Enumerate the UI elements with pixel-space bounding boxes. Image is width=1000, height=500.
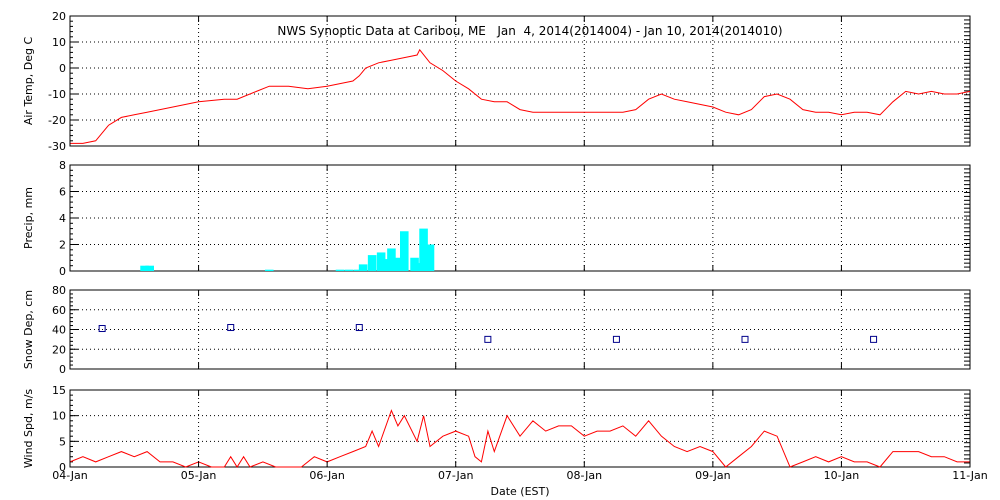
air-temp-ytick-label: -30 (48, 140, 66, 153)
precip-bar (393, 257, 403, 271)
air-temp-series-line (70, 48, 971, 144)
x-tick-label: 05-Jan (181, 469, 217, 482)
snow-depth-point (98, 325, 106, 333)
precip-bar (387, 248, 396, 271)
wind-speed-ylabel: Wind Spd, m/s (22, 389, 35, 469)
precip-bar (367, 255, 377, 271)
snow-depth-point (612, 335, 620, 343)
precip-bar (358, 264, 368, 271)
precip-bar (145, 265, 154, 271)
wind-speed-series-line (69, 409, 970, 468)
snow-depth-ytick-label: 40 (52, 324, 66, 337)
precip-ytick-label: 6 (59, 186, 66, 199)
precip-bar (419, 228, 428, 271)
x-tick-label: 10-Jan (824, 469, 860, 482)
chart-title: NWS Synoptic Data at Caribou, ME Jan 4, … (277, 24, 782, 38)
snow-depth-point (741, 335, 749, 343)
snow-depth-point (870, 335, 878, 343)
air-temp-ylabel: Air Temp, Deg C (22, 37, 35, 126)
wind-speed-ytick-label: 5 (59, 435, 66, 448)
wind-speed-ytick-label: 10 (52, 410, 66, 423)
snow-depth-point (484, 335, 492, 343)
x-tick-label: 07-Jan (438, 469, 474, 482)
panel-wind-speed: 15 10 5 0 Wind Spd, m/s (22, 384, 971, 474)
precip-bar (140, 265, 149, 271)
x-axis-ticks: 04-Jan 05-Jan 06-Jan 07-Jan 08-Jan 09-Jan 10-J… (52, 469, 988, 482)
precip-bar (344, 269, 354, 271)
snow-depth-point (355, 324, 363, 332)
x-axis-label: Date (EST) (490, 485, 549, 498)
precip-bar (400, 231, 409, 271)
snow-depth-ytick-label: 20 (52, 343, 66, 356)
precip-ytick-label: 0 (59, 265, 66, 278)
snow-depth-ytick-label: 80 (52, 284, 66, 297)
wind-speed-ytick-label: 15 (52, 384, 66, 397)
air-temp-ytick-label: 10 (52, 36, 66, 49)
precip-bar (425, 244, 435, 271)
snow-depth-ytick-label: 60 (52, 304, 66, 317)
precip-ytick-label: 4 (59, 212, 66, 225)
panel-precip: 8 6 4 2 0 Precip, mm (22, 159, 971, 278)
panel-snow-depth: 80 60 40 20 0 Snow Dep, cm (22, 284, 971, 376)
precip-bar (353, 269, 363, 271)
precip-ytick-label: 2 (59, 239, 66, 252)
precip-bar (265, 269, 274, 271)
air-temp-ytick-label: -20 (48, 114, 66, 127)
wind-speed-frame (69, 389, 971, 468)
air-temp-frame (69, 15, 971, 147)
x-tick-label: 09-Jan (695, 469, 731, 482)
x-tick-label: 06-Jan (309, 469, 345, 482)
precip-bar (410, 257, 419, 271)
wind-speed-ytick-label: 0 (59, 461, 66, 474)
precip-ytick-label: 8 (59, 159, 66, 172)
precip-bar (335, 269, 345, 271)
snow-depth-ylabel: Snow Dep, cm (22, 290, 35, 369)
snow-depth-point (227, 324, 235, 332)
air-temp-ytick-label: 20 (52, 10, 66, 23)
panel-air-temp: 20 10 0 -10 -20 -30 Air Temp, Deg C (22, 10, 971, 153)
x-tick-label: 11-Jan (952, 469, 988, 482)
precip-ylabel: Precip, mm (22, 187, 35, 249)
air-temp-ytick-label: -10 (48, 88, 66, 101)
air-temp-ytick-label: 0 (59, 62, 66, 75)
snow-depth-ytick-label: 0 (59, 363, 66, 376)
x-tick-label: 04-Jan (52, 469, 88, 482)
x-tick-label: 08-Jan (567, 469, 603, 482)
precip-bar (376, 252, 386, 271)
